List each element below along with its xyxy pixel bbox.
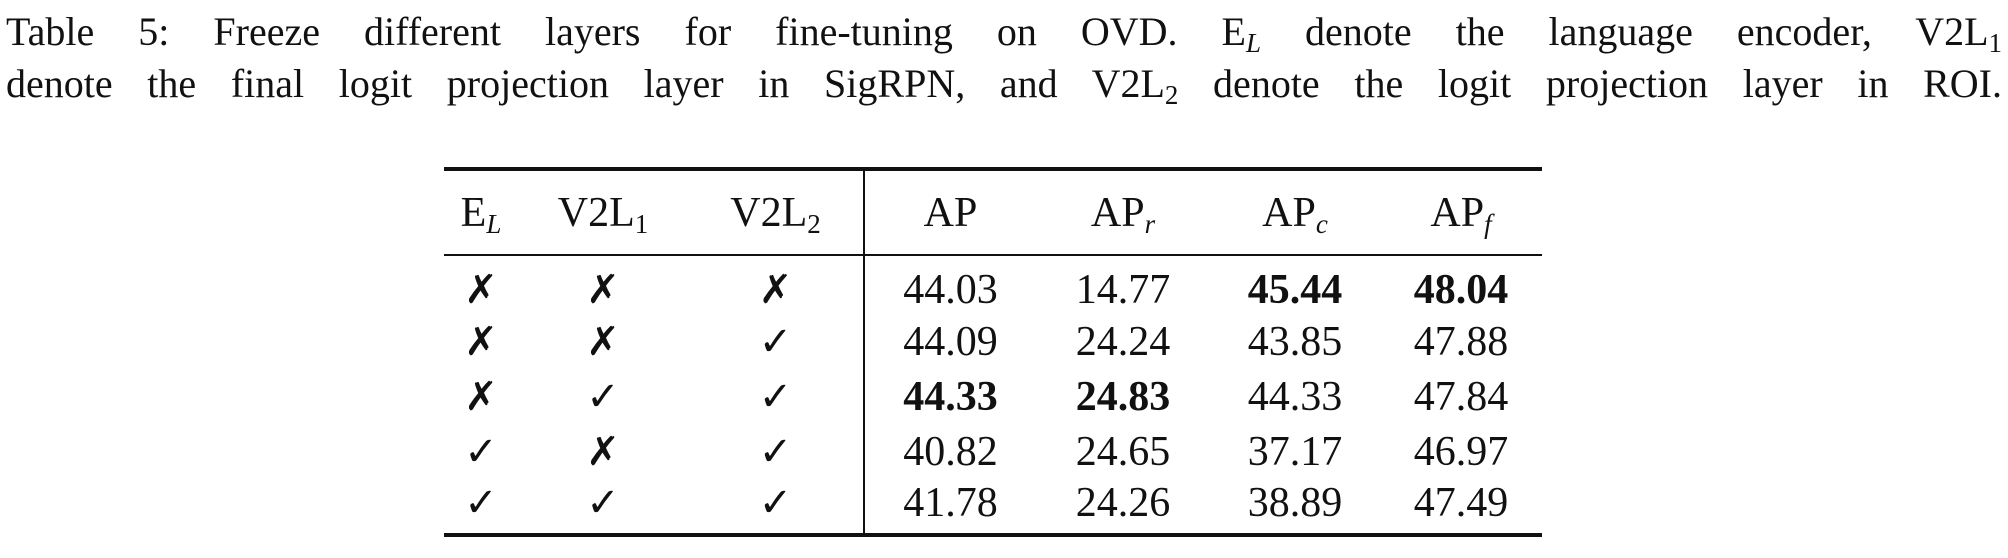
cell-el: ✗: [464, 318, 498, 365]
header-v2l2: V2L2: [688, 169, 865, 255]
cell-ap: 40.82: [903, 428, 998, 475]
cell-apf: 47.88: [1413, 318, 1509, 365]
cell-apr: 24.65: [1075, 428, 1171, 475]
cell-el: ✓: [464, 480, 498, 526]
table-row: ✓ ✗ ✓ 40.82 24.65 37.17 46.97: [444, 424, 1542, 479]
cell-el: ✗: [464, 373, 498, 420]
cell-v2l2: ✓: [688, 314, 865, 369]
cell-apr: 24.26: [1075, 480, 1171, 526]
cell-ap: 44.33: [903, 373, 998, 420]
cell-v2l2: ✗: [688, 255, 865, 314]
cell-apr: 14.77: [1075, 267, 1171, 313]
cell-ap: 44.09: [903, 318, 998, 365]
cell-apf: 46.97: [1413, 428, 1509, 475]
cell-apr: 24.83: [1075, 373, 1171, 420]
header-apr: APr: [1090, 189, 1156, 239]
cell-apc: 44.33: [1247, 373, 1343, 420]
header-apf: APf: [1430, 189, 1492, 239]
table-row: ✓ ✓ ✓ 41.78 24.26 38.89 47.49: [444, 479, 1542, 535]
cell-apf: 48.04: [1413, 267, 1509, 313]
cell-apc: 37.17: [1247, 428, 1343, 475]
cell-apc: 45.44: [1247, 267, 1343, 313]
cell-v2l1: ✓: [586, 480, 620, 526]
header-ap: AP: [923, 189, 978, 236]
cell-v2l1: ✗: [586, 318, 620, 365]
header-el: EL: [460, 189, 502, 239]
results-table: EL V2L1 V2L2 AP APr APc APf ✗ ✗ ✗ 44.03 …: [444, 167, 1542, 537]
caption-line-2: denote the final logit projection layer …: [6, 61, 2003, 110]
freeze-layers-table: EL V2L1 V2L2 AP APr APc APf ✗ ✗ ✗ 44.03 …: [444, 167, 1542, 537]
cell-el: ✓: [464, 428, 498, 475]
cell-apr: 24.24: [1075, 318, 1171, 365]
caption-line-1: Table 5: Freeze different layers for fin…: [6, 9, 2003, 58]
cell-v2l1: ✗: [586, 428, 620, 475]
caption-label: Table 5:: [6, 9, 170, 54]
header-v2l1: V2L1: [557, 189, 649, 239]
table-caption: Table 5: Freeze different layers for fin…: [6, 6, 2002, 110]
cell-el: ✗: [464, 267, 498, 313]
cell-apf: 47.49: [1413, 480, 1509, 526]
cell-v2l1: ✓: [586, 373, 620, 420]
cell-v2l2: ✓: [688, 424, 865, 479]
table-row: ✗ ✗ ✓ 44.09 24.24 43.85 47.88: [444, 314, 1542, 369]
table-row: ✗ ✓ ✓ 44.33 24.83 44.33 47.84: [444, 369, 1542, 424]
cell-apc: 38.89: [1247, 480, 1343, 526]
header-apc: APc: [1262, 189, 1328, 239]
cell-v2l2: ✓: [688, 479, 865, 535]
cell-apf: 47.84: [1413, 373, 1509, 420]
cell-apc: 43.85: [1247, 318, 1343, 365]
cell-v2l1: ✗: [586, 267, 620, 313]
cell-v2l2: ✓: [688, 369, 865, 424]
cell-ap: 41.78: [903, 480, 998, 526]
table-row: ✗ ✗ ✗ 44.03 14.77 45.44 48.04: [444, 255, 1542, 314]
table-header-row: EL V2L1 V2L2 AP APr APc APf: [444, 169, 1542, 255]
cell-ap: 44.03: [903, 267, 998, 313]
